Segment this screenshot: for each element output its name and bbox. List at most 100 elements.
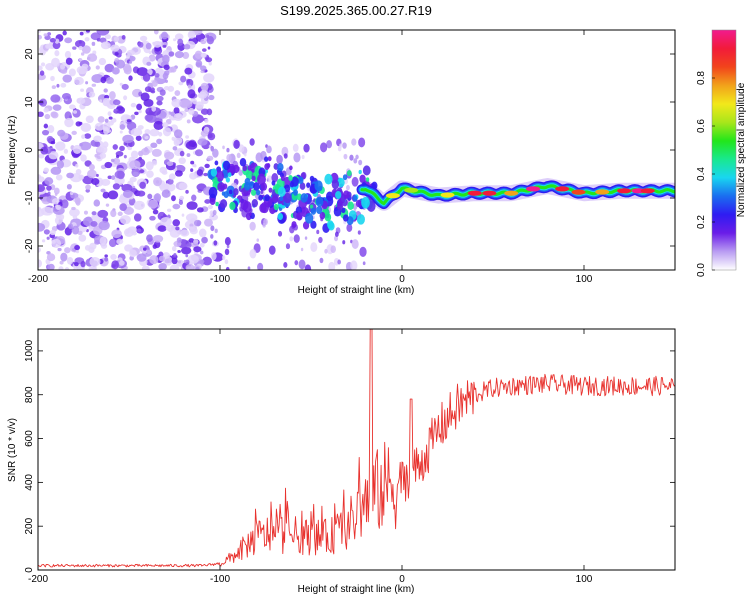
noise-blob (156, 95, 164, 102)
noise-blob (164, 79, 169, 83)
snr-y-axis: 0 200 400 600 800 1000 (24, 339, 675, 573)
noise-blob (346, 223, 353, 232)
noise-blob (179, 195, 185, 201)
noise-blob (46, 185, 52, 191)
noise-blob (304, 264, 312, 270)
noise-blob (108, 238, 117, 248)
noise-blob (185, 263, 195, 270)
noise-blob (159, 89, 166, 96)
ridge-clump (251, 175, 256, 182)
noise-blob (171, 98, 182, 108)
noise-blob (174, 33, 184, 41)
noise-blob (107, 175, 112, 180)
noise-blob (350, 260, 358, 270)
noise-blob (44, 113, 51, 120)
noise-blob (172, 219, 181, 227)
noise-blob (145, 42, 152, 50)
ridge-clump (331, 179, 340, 190)
noise-blob (154, 73, 160, 78)
noise-blob (162, 72, 169, 80)
ridge-clump (306, 182, 311, 188)
noise-blob (99, 152, 107, 159)
noise-blob (149, 128, 160, 137)
noise-blob (151, 148, 162, 157)
noise-blob (178, 182, 188, 190)
noise-blob (56, 83, 60, 88)
noise-blob (310, 242, 318, 253)
noise-blob (207, 132, 216, 141)
noise-blob (46, 253, 56, 262)
noise-blob (99, 99, 103, 103)
noise-blob (183, 43, 191, 50)
noise-blob (178, 81, 184, 86)
noise-blob (171, 245, 177, 252)
colorbar-frame (711, 29, 737, 271)
noise-blob (111, 67, 120, 75)
snr-ytick-label: 800 (24, 386, 35, 403)
noise-blob (294, 260, 299, 266)
noise-blob (62, 74, 72, 83)
noise-blob (99, 236, 107, 246)
ridge-clump (337, 177, 345, 188)
ridge-clump (242, 201, 252, 213)
noise-blob (204, 199, 211, 204)
noise-blob (119, 215, 131, 225)
noise-blob (64, 111, 72, 120)
noise-blob (351, 239, 359, 249)
noise-blob (153, 193, 162, 202)
noise-blob (76, 97, 86, 105)
noise-blob (194, 149, 203, 157)
noise-blob (195, 266, 200, 270)
noise-blob (164, 258, 170, 264)
noise-blob (141, 265, 150, 270)
noise-blob (298, 259, 306, 270)
noise-blob (69, 104, 76, 110)
noise-blob (203, 218, 213, 227)
ridge-clump (257, 173, 266, 186)
ridge-clump (251, 198, 259, 208)
noise-blob (51, 111, 59, 119)
noise-blob (103, 88, 108, 93)
noise-blob (81, 134, 86, 139)
noise-blob (78, 40, 82, 44)
noise-blob (255, 152, 263, 163)
noise-blob (141, 148, 150, 156)
noise-blob (44, 177, 54, 186)
noise-blob (349, 154, 354, 161)
noise-blob (107, 111, 112, 116)
noise-blob (118, 260, 125, 266)
noise-blob (137, 125, 144, 130)
noise-blob (94, 122, 105, 131)
noise-blob (177, 38, 184, 46)
noise-blob (68, 68, 76, 77)
noise-blob (104, 63, 115, 73)
noise-blob (114, 170, 125, 179)
noise-blob (80, 260, 86, 268)
noise-blob (168, 173, 176, 180)
noise-blob (38, 222, 46, 232)
colorbar-gradient (712, 30, 736, 270)
noise-blob (179, 150, 185, 157)
ridge-clump (264, 163, 270, 171)
noise-blob (293, 152, 301, 163)
noise-blob (46, 135, 54, 143)
noise-blob (320, 142, 328, 153)
noise-blob (181, 213, 185, 217)
noise-blob (150, 142, 158, 149)
ridge-clump (219, 199, 228, 209)
noise-blob (69, 191, 74, 195)
noise-blob (249, 138, 255, 146)
snr-ytick-label: 400 (24, 474, 35, 491)
ridge-clump (250, 189, 257, 196)
noise-blob (132, 171, 139, 177)
noise-blob (355, 154, 359, 160)
noise-blob (342, 142, 347, 149)
ridge-hotspot (640, 188, 655, 194)
noise-blob (100, 41, 111, 50)
noise-blob (222, 145, 225, 150)
noise-blob (98, 220, 110, 231)
noise-blob (74, 197, 81, 205)
noise-blob (79, 31, 84, 36)
noise-blob (158, 262, 167, 270)
noise-blob (300, 247, 304, 252)
